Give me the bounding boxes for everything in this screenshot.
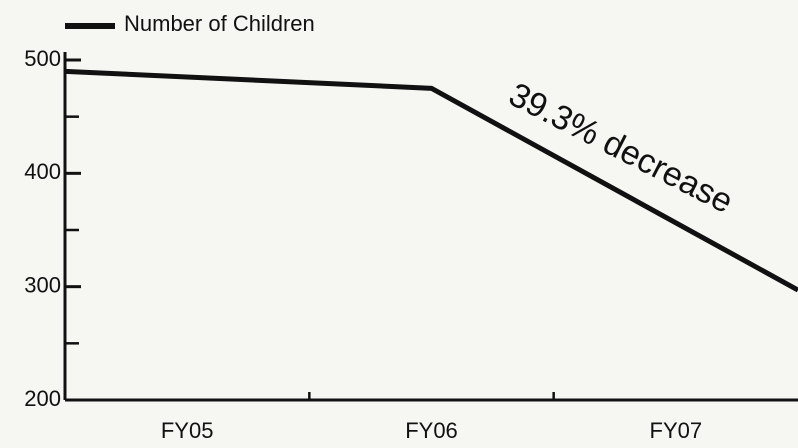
x-tick-label: FY06 [405,418,458,443]
y-tick-label: 400 [24,159,61,184]
x-tick-label: FY07 [650,418,703,443]
legend-label: Number of Children [124,11,315,36]
y-tick-label: 200 [24,386,61,411]
data-line [64,68,798,293]
y-tick-label: 300 [24,272,61,297]
x-tick-label: FY05 [161,418,214,443]
y-tick-label: 500 [24,46,61,71]
